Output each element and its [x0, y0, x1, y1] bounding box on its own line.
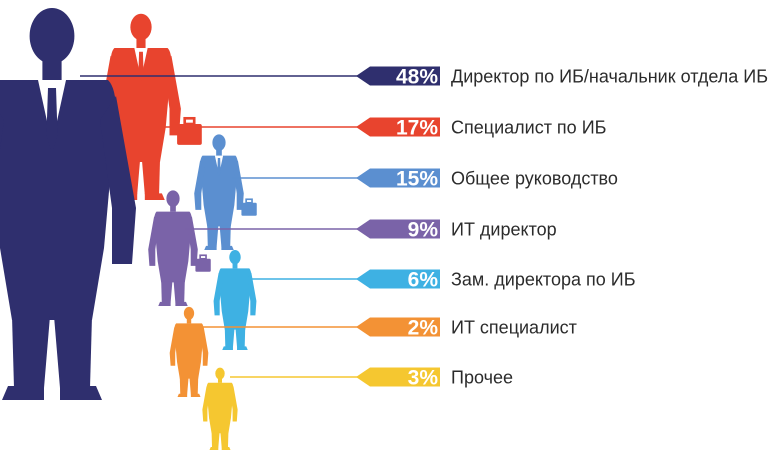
chart-row: 2% ИТ специалист: [201, 317, 577, 340]
businessman-arms-crossed-icon: [169, 306, 209, 397]
category-label: ИТ директор: [451, 220, 557, 240]
data-label: 2%: [408, 317, 439, 340]
value-tag: [356, 367, 440, 387]
category-label: Зам. директора по ИБ: [451, 270, 636, 290]
value-tag: [356, 219, 440, 239]
category-label: Специалист по ИБ: [451, 118, 606, 138]
businessman-with-briefcase-icon: [194, 134, 257, 250]
standing-businessman-icon: [213, 250, 257, 350]
category-label: Общее руководство: [451, 169, 618, 189]
chart-rows: 48% Директор по ИБ/начальник отдела ИБ 17%…: [80, 66, 768, 390]
chart-row: 3% Прочее: [230, 367, 513, 390]
data-label: 3%: [408, 367, 439, 390]
category-label: Прочее: [451, 368, 513, 388]
chart-row: 6% Зам. директора по ИБ: [243, 269, 636, 292]
chart-row: 9% ИТ директор: [185, 219, 557, 242]
category-label: Директор по ИБ/начальник отдела ИБ: [451, 67, 768, 87]
value-tag: [356, 269, 440, 289]
value-tag: [356, 117, 440, 137]
businessman-silhouette-icon: [0, 8, 136, 400]
category-label: ИТ специалист: [451, 318, 577, 338]
data-label: 9%: [408, 219, 439, 242]
value-tag: [356, 66, 440, 86]
chart-row: 17% Специалист по ИБ: [160, 117, 606, 140]
data-label: 17%: [396, 117, 438, 140]
data-label: 48%: [396, 66, 438, 89]
data-label: 6%: [408, 269, 439, 292]
chart-row: 48% Директор по ИБ/начальник отдела ИБ: [80, 66, 768, 89]
data-label: 15%: [396, 168, 438, 191]
value-tag: [356, 168, 440, 188]
businessman-with-briefcase-icon: [148, 190, 211, 306]
chart-row: 15% Общее руководство: [232, 168, 618, 191]
value-tag: [356, 317, 440, 337]
standing-businessman-icon: [202, 367, 238, 450]
